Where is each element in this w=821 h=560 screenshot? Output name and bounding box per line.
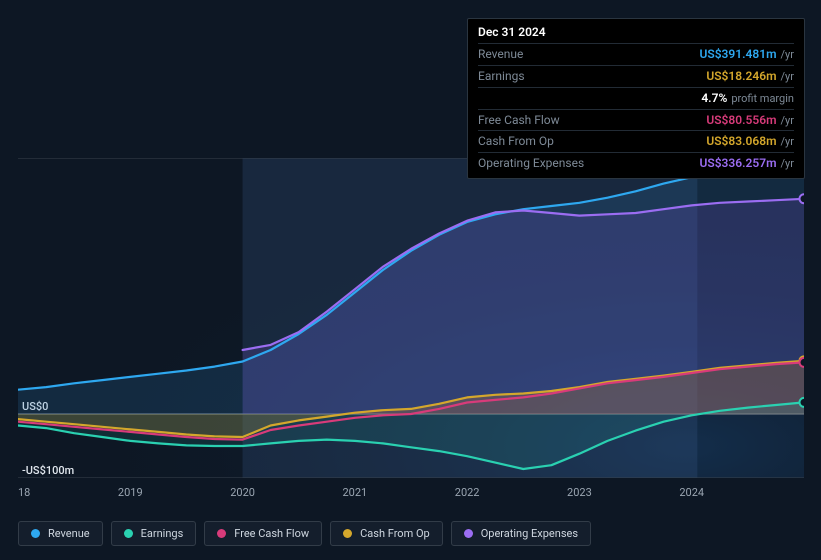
x-axis-label: 2019 <box>118 486 143 499</box>
tooltip-row: Operating Expenses US$336.257m/yr <box>478 152 794 174</box>
series-marker-opex <box>800 194 805 203</box>
tooltip-row-suffix: /yr <box>781 135 794 148</box>
legend-swatch-icon <box>464 529 473 538</box>
tooltip-row: Revenue US$391.481m/yr <box>478 43 794 65</box>
legend-swatch-icon <box>217 529 226 538</box>
legend-swatch-icon <box>343 529 352 538</box>
chart-legend: Revenue Earnings Free Cash Flow Cash From O… <box>18 521 591 546</box>
legend-item-label: Operating Expenses <box>481 527 578 540</box>
tooltip-row-value: US$80.556m <box>706 113 776 127</box>
legend-swatch-icon <box>124 529 133 538</box>
tooltip-date: Dec 31 2024 <box>478 25 794 39</box>
tooltip-row-label: Operating Expenses <box>478 155 596 171</box>
tooltip-row: Free Cash Flow US$80.556m/yr <box>478 109 794 131</box>
legend-item-label: Earnings <box>141 527 184 540</box>
x-axis-label: 2018 <box>18 486 30 499</box>
tooltip-row: Earnings US$18.246m/yr <box>478 65 794 87</box>
financials-chart: US$400mUS$0-US$100m 20182019202020212022… <box>18 158 804 478</box>
tooltip-row-value: US$83.068m <box>706 134 776 148</box>
tooltip-row-value: US$336.257m <box>699 156 776 170</box>
x-axis-label: 2020 <box>230 486 255 499</box>
legend-item-fcf[interactable]: Free Cash Flow <box>204 521 322 546</box>
x-axis-label: 2022 <box>455 486 480 499</box>
legend-item-earnings[interactable]: Earnings <box>111 521 197 546</box>
tooltip-row: Cash From Op US$83.068m/yr <box>478 130 794 152</box>
tooltip-row-label: Revenue <box>478 46 535 62</box>
tooltip-row-label: Cash From Op <box>478 133 566 149</box>
tooltip-row-value: US$18.246m <box>706 69 776 83</box>
tooltip-row-label: Earnings <box>478 68 537 84</box>
tooltip-row-suffix: /yr <box>781 114 794 127</box>
series-marker-earnings <box>800 398 805 407</box>
x-axis-label: 2023 <box>567 486 592 499</box>
y-axis-label: -US$100m <box>22 464 74 477</box>
legend-item-revenue[interactable]: Revenue <box>18 521 103 546</box>
tooltip-row-suffix: /yr <box>781 157 794 170</box>
legend-item-label: Cash From Op <box>360 527 430 540</box>
legend-item-label: Revenue <box>48 527 90 540</box>
tooltip-row-value: 4.7% <box>701 91 727 105</box>
tooltip-row-suffix: /yr <box>781 48 794 61</box>
legend-item-label: Free Cash Flow <box>234 527 309 540</box>
legend-item-opex[interactable]: Operating Expenses <box>451 521 591 546</box>
chart-tooltip: Dec 31 2024 RevenueUS$391.481m/yrEarning… <box>467 18 805 179</box>
tooltip-row-label: Free Cash Flow <box>478 112 572 128</box>
legend-swatch-icon <box>31 529 40 538</box>
x-axis-label: 2024 <box>679 486 704 499</box>
tooltip-row-suffix: /yr <box>781 70 794 83</box>
tooltip-row-value: US$391.481m <box>699 47 776 61</box>
x-axis-label: 2021 <box>342 486 367 499</box>
tooltip-row: 4.7% profit margin <box>478 87 794 109</box>
legend-item-cash_from_op[interactable]: Cash From Op <box>330 521 443 546</box>
tooltip-row-suffix: profit margin <box>731 92 794 105</box>
series-marker-fcf <box>800 358 805 367</box>
